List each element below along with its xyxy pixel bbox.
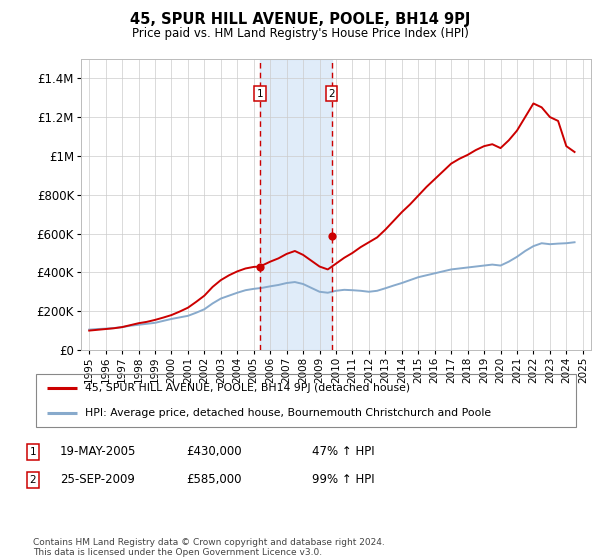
Text: £430,000: £430,000 — [186, 445, 242, 459]
Text: Contains HM Land Registry data © Crown copyright and database right 2024.
This d: Contains HM Land Registry data © Crown c… — [33, 538, 385, 557]
Text: 47% ↑ HPI: 47% ↑ HPI — [312, 445, 374, 459]
Text: 45, SPUR HILL AVENUE, POOLE, BH14 9PJ: 45, SPUR HILL AVENUE, POOLE, BH14 9PJ — [130, 12, 470, 27]
Text: HPI: Average price, detached house, Bournemouth Christchurch and Poole: HPI: Average price, detached house, Bour… — [85, 408, 491, 418]
Bar — [260, 59, 332, 350]
Text: 1: 1 — [29, 447, 37, 457]
Point — [255, 262, 265, 271]
Point — [327, 232, 337, 241]
Text: 45, SPUR HILL AVENUE, POOLE, BH14 9PJ (detached house): 45, SPUR HILL AVENUE, POOLE, BH14 9PJ (d… — [85, 383, 410, 393]
Text: 1: 1 — [257, 88, 263, 99]
Text: £585,000: £585,000 — [186, 473, 241, 487]
Text: 25-SEP-2009: 25-SEP-2009 — [60, 473, 135, 487]
Text: 2: 2 — [29, 475, 37, 485]
Text: 99% ↑ HPI: 99% ↑ HPI — [312, 473, 374, 487]
Text: 19-MAY-2005: 19-MAY-2005 — [60, 445, 136, 459]
Text: 2: 2 — [328, 88, 335, 99]
Text: Price paid vs. HM Land Registry's House Price Index (HPI): Price paid vs. HM Land Registry's House … — [131, 27, 469, 40]
